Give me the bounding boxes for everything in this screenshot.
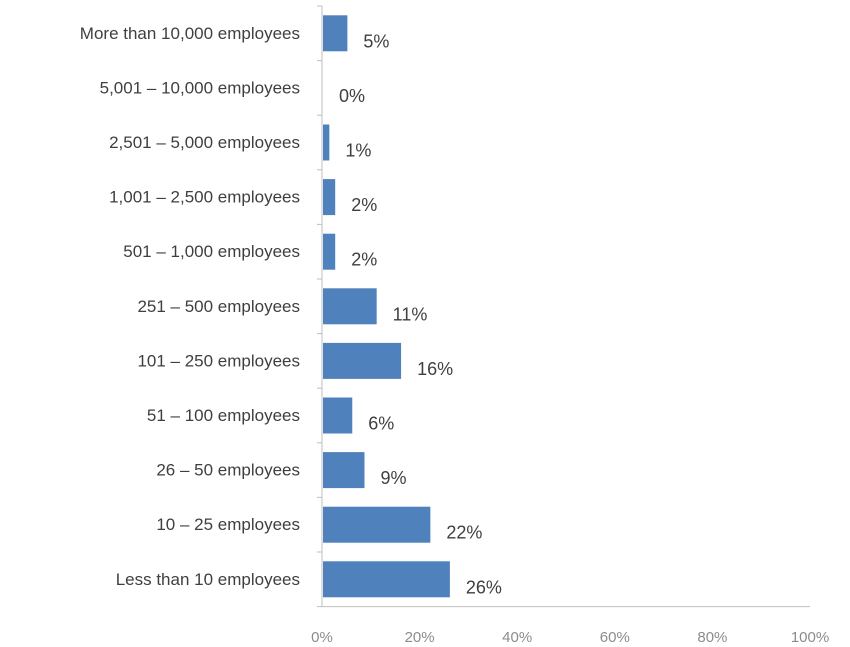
bar-7 [323, 342, 402, 379]
axes [317, 5, 810, 608]
category-label: 5,001 – 10,000 employees [100, 78, 300, 97]
bars [323, 15, 450, 598]
data-label: 11% [393, 304, 428, 324]
data-label: 16% [417, 359, 453, 379]
category-labels: More than 10,000 employees 5,001 – 10,000… [80, 24, 300, 589]
x-tick-label: 100% [791, 629, 829, 646]
bar-3 [323, 124, 330, 161]
data-labels: 5% 0% 1% 2% 2% 11% 16% 6% 9% 22% 26% [339, 31, 502, 597]
bar-11 [323, 561, 450, 598]
data-label: 2% [351, 250, 377, 270]
bar-4 [323, 179, 336, 216]
category-label: More than 10,000 employees [80, 24, 300, 43]
category-label: 251 – 500 employees [137, 297, 300, 316]
category-label: 2,501 – 5,000 employees [109, 133, 300, 152]
data-label: 9% [380, 468, 406, 488]
data-label: 22% [446, 523, 482, 543]
bar-5 [323, 233, 336, 270]
category-label: 101 – 250 employees [137, 351, 300, 370]
data-label: 1% [345, 141, 371, 161]
data-label: 6% [368, 414, 394, 434]
bar-8 [323, 397, 353, 434]
data-label: 0% [339, 86, 365, 106]
x-tick-label: 80% [697, 629, 727, 646]
x-tick-label: 40% [502, 629, 532, 646]
data-label: 26% [466, 577, 502, 597]
category-label: 501 – 1,000 employees [123, 242, 300, 261]
x-tick-label: 20% [405, 629, 435, 646]
bar-6 [323, 288, 377, 325]
bar-10 [323, 506, 431, 543]
category-label: 51 – 100 employees [147, 406, 300, 425]
bar-1 [323, 15, 348, 52]
category-label: 1,001 – 2,500 employees [109, 188, 300, 207]
x-tick-label: 60% [600, 629, 630, 646]
bar-9 [323, 452, 365, 489]
data-label: 2% [351, 195, 377, 215]
category-label: Less than 10 employees [116, 570, 300, 589]
data-label: 5% [363, 31, 389, 51]
x-tick-label: 0% [311, 629, 333, 646]
category-label: 26 – 50 employees [156, 461, 300, 480]
category-label: 10 – 25 employees [156, 515, 300, 534]
x-tick-labels: 0% 20% 40% 60% 80% 100% [311, 629, 829, 646]
